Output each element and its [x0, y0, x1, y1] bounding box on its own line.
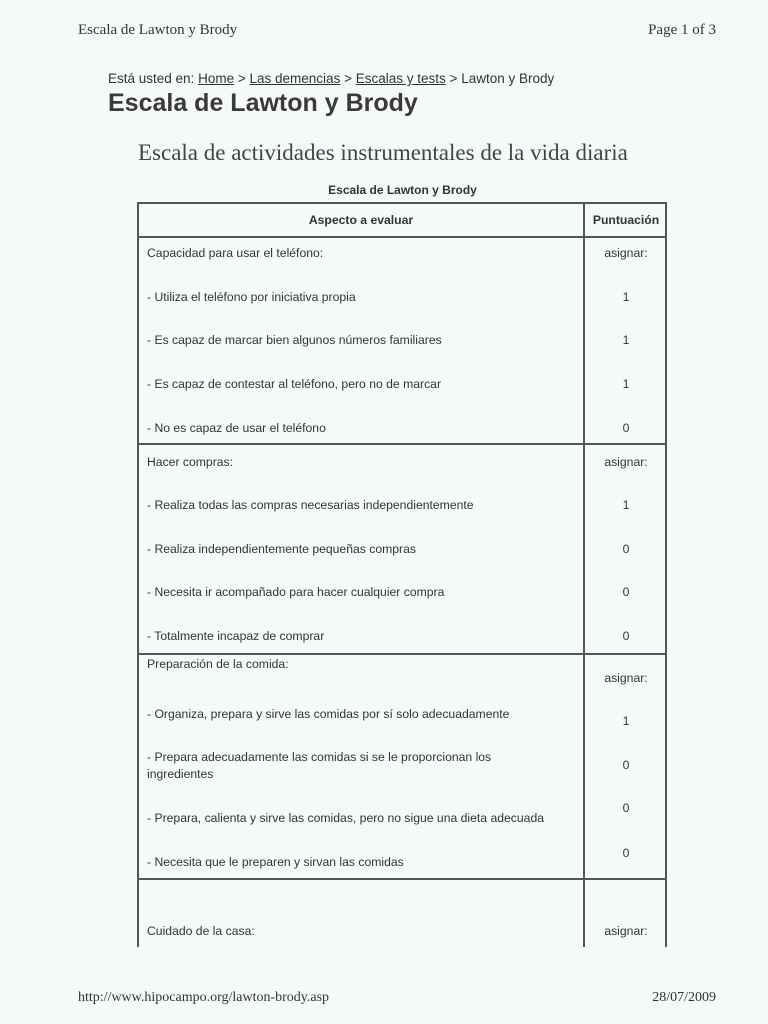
item-text: - Utiliza el teléfono por iniciativa pro… [147, 290, 356, 304]
section-label: Cuidado de la casa: [147, 924, 255, 938]
item-score: 0 [622, 585, 630, 599]
breadcrumb-separator: > [449, 71, 458, 86]
breadcrumb-prefix: Está usted en: [108, 71, 195, 86]
item-text: - Realiza independientemente pequeñas co… [147, 542, 416, 556]
section-score: asignar: [604, 924, 648, 938]
item-text: - Es capaz de marcar bien algunos número… [147, 333, 442, 347]
column-header-puntuacion: Puntuación [592, 213, 660, 227]
breadcrumb-current: Lawton y Brody [461, 71, 555, 86]
item-score: 1 [622, 498, 630, 512]
item-text: - Totalmente incapaz de comprar [147, 629, 325, 643]
item-score: 1 [622, 377, 630, 391]
section-score: asignar: [604, 455, 648, 469]
page-number: Page 1 of 3 [648, 22, 716, 38]
section-label: Hacer compras: [147, 455, 234, 469]
item-text: - Prepara adecuadamente las comidas si s… [147, 750, 492, 764]
item-text: - Organiza, prepara y sirve las comidas … [147, 707, 510, 721]
item-text: - No es capaz de usar el teléfono [147, 421, 326, 435]
item-score: 0 [622, 421, 630, 435]
item-text: - Necesita que le preparen y sirvan las … [147, 855, 404, 869]
column-header-aspecto: Aspecto a evaluar [308, 213, 414, 227]
item-text: - Es capaz de contestar al teléfono, per… [147, 377, 442, 391]
item-score: 0 [622, 801, 630, 815]
row-divider [139, 236, 665, 238]
breadcrumb-demencias-link[interactable]: Las demencias [249, 71, 341, 86]
breadcrumb-home-link[interactable]: Home [198, 71, 235, 86]
item-score: 1 [622, 714, 630, 728]
item-text: - Necesita ir acompañado para hacer cual… [147, 585, 445, 599]
item-score: 1 [622, 333, 630, 347]
section-label: Preparación de la comida: [147, 657, 289, 671]
print-date: 28/07/2009 [652, 990, 716, 1005]
item-text-continued: ingredientes [147, 767, 214, 781]
scale-table: Aspecto a evaluar Puntuación Capacidad p… [137, 202, 667, 947]
document-header-title: Escala de Lawton y Brody [78, 22, 238, 38]
item-text: - Prepara, calienta y sirve las comidas,… [147, 811, 545, 825]
item-score: 1 [622, 290, 630, 304]
page-title: Escala de Lawton y Brody [108, 89, 418, 117]
breadcrumb-escalas-link[interactable]: Escalas y tests [355, 71, 446, 86]
page-url: http://www.hipocampo.org/lawton-brody.as… [78, 990, 330, 1005]
section-label: Capacidad para usar el teléfono: [147, 246, 324, 260]
breadcrumb: Está usted en: Home > Las demencias > Es… [108, 71, 554, 86]
section-score: asignar: [604, 246, 648, 260]
row-divider [139, 443, 665, 445]
breadcrumb-separator: > [237, 71, 246, 86]
column-divider [583, 204, 585, 947]
item-score: 0 [622, 758, 630, 772]
row-divider [139, 878, 665, 880]
item-text: - Realiza todas las compras necesarias i… [147, 498, 474, 512]
item-score: 0 [622, 542, 630, 556]
row-divider [139, 653, 665, 655]
item-score: 0 [622, 629, 630, 643]
item-score: 0 [622, 846, 630, 860]
page-subtitle: Escala de actividades instrumentales de … [138, 140, 628, 165]
breadcrumb-separator: > [344, 71, 352, 86]
table-caption: Escala de Lawton y Brody [328, 183, 477, 197]
section-score: asignar: [604, 671, 648, 685]
